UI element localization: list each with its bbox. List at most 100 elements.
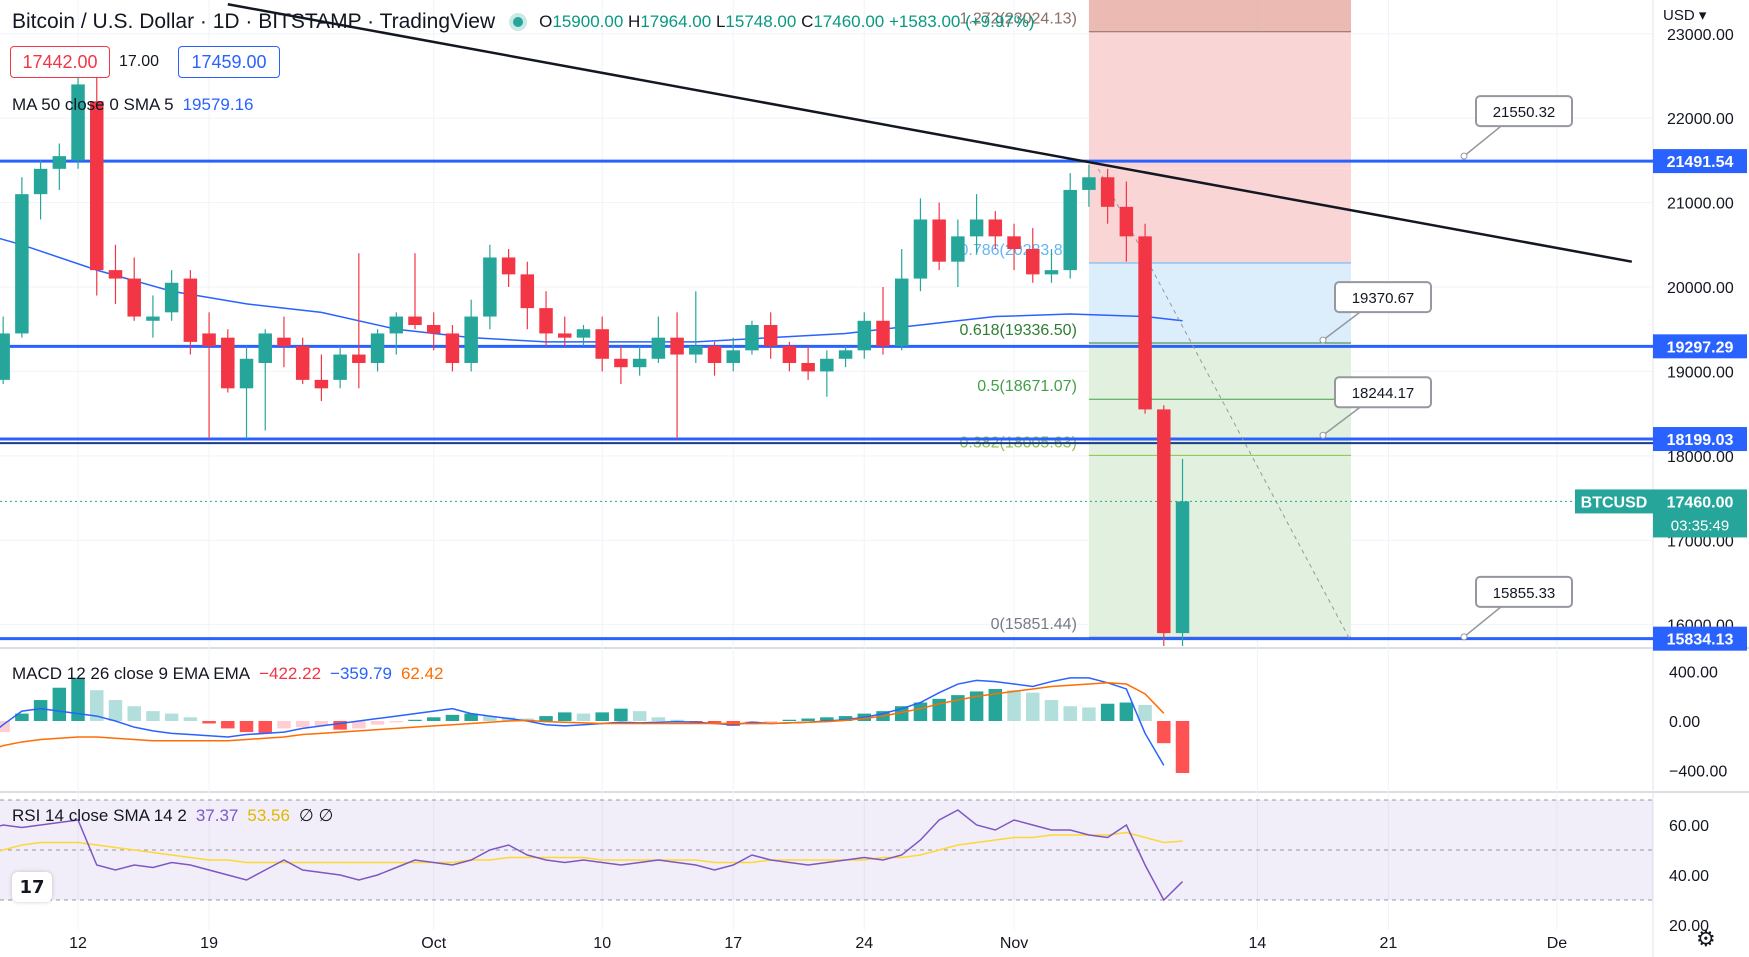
candle-body <box>426 325 441 334</box>
macd-legend-label: MACD 12 26 close 9 EMA EMA <box>12 664 251 683</box>
macd-legend[interactable]: MACD 12 26 close 9 EMA EMA −422.22 −359.79… <box>12 664 453 684</box>
candle-body <box>314 379 329 389</box>
candle-body <box>221 337 235 389</box>
candle-body <box>558 333 572 338</box>
macd-histogram-bar <box>539 716 553 721</box>
candle-body <box>614 358 628 368</box>
candle <box>146 295 160 338</box>
price-tick-label: 23000.00 <box>1667 27 1734 44</box>
candle <box>127 257 141 321</box>
time-tick-label: 17 <box>724 935 742 952</box>
macd-histogram-bar <box>202 721 216 724</box>
low-label: L <box>715 12 726 31</box>
fib-level-label: 0.5(18671.07) <box>977 378 1077 395</box>
candle <box>1157 405 1171 646</box>
tradingview-logo-icon[interactable]: 𝟭𝟳 <box>12 872 52 902</box>
candle <box>370 329 385 372</box>
open-value: 15900.00 <box>552 12 624 31</box>
candle-body <box>501 257 516 275</box>
candle-body <box>277 337 291 347</box>
macd-histogram-bar <box>221 721 235 729</box>
settings-gear-icon[interactable]: ⚙ <box>1696 926 1716 951</box>
time-tick-label: Nov <box>1000 935 1028 952</box>
currency-button[interactable]: USD ▾ <box>1663 7 1707 24</box>
price-tick-label: 18000.00 <box>1667 449 1734 466</box>
macd-histogram-bar <box>333 721 347 730</box>
candle <box>820 350 834 397</box>
macd-hist-value: −422.22 <box>259 664 322 683</box>
candle <box>258 329 272 431</box>
macd-histogram-bar <box>969 691 984 721</box>
candle <box>969 194 984 254</box>
candle <box>951 219 965 288</box>
fib-level-label: 0.786(20283.89) <box>959 242 1076 259</box>
countdown-label: 03:35:49 <box>1671 517 1729 534</box>
price-callout: 18244.17 <box>1319 376 1432 439</box>
candle-body <box>763 325 778 347</box>
ma-legend[interactable]: MA 50 close 0 SMA 5 19579.16 <box>12 95 263 115</box>
macd-line <box>0 677 1165 766</box>
candle-body <box>876 320 890 347</box>
level-price-label: 21491.54 <box>1667 154 1734 171</box>
candle <box>801 346 815 380</box>
current-price-label: 17460.00 <box>1667 494 1734 511</box>
rsi-tick-label: 40.00 <box>1669 868 1709 885</box>
callout-box <box>1475 95 1573 128</box>
candle-body <box>52 156 67 169</box>
candle-body <box>258 333 272 363</box>
candle-body <box>651 337 666 359</box>
candle <box>913 198 928 292</box>
symbol-title[interactable]: Bitcoin / U.S. Dollar · 1D · BITSTAMP · … <box>12 10 496 33</box>
sell-button[interactable]: 17442.00 <box>10 46 110 78</box>
target-zone <box>1088 343 1351 639</box>
callout-pointer <box>1463 125 1502 157</box>
candle <box>857 312 872 359</box>
macd-histogram-bar <box>71 677 85 721</box>
candle <box>483 244 497 330</box>
candle <box>445 325 460 372</box>
candle-body <box>539 308 553 334</box>
market-open-icon <box>513 17 524 27</box>
candle-body <box>670 337 684 355</box>
macd-tick-label: −400.00 <box>1669 763 1727 780</box>
candle-body <box>464 316 478 363</box>
candle <box>1138 223 1152 414</box>
candle <box>164 270 179 321</box>
candle-body <box>15 194 29 334</box>
candle <box>988 211 1003 250</box>
candle-body <box>352 354 366 363</box>
level-price-label: 15834.13 <box>1667 632 1734 649</box>
candle <box>689 291 703 363</box>
candle-body <box>1044 270 1059 275</box>
macd-histogram-bar <box>632 711 647 721</box>
macd-histogram-bar <box>483 716 497 721</box>
candle-body <box>632 358 647 368</box>
candle-body <box>483 257 497 317</box>
candle <box>183 270 198 355</box>
callout-pointer <box>1463 606 1502 638</box>
level-price-badge <box>1653 149 1747 174</box>
price-callout: 15855.33 <box>1460 575 1573 641</box>
symbol-badge <box>1575 489 1653 514</box>
candle <box>726 337 740 372</box>
callout-dot <box>1460 152 1468 160</box>
candle <box>1082 164 1096 207</box>
callout-box <box>1334 281 1432 314</box>
macd-value: −359.79 <box>330 664 392 683</box>
candle-body <box>782 346 797 363</box>
candle <box>314 354 329 401</box>
ma-legend-value: 19579.16 <box>182 95 254 114</box>
macd-histogram-bar <box>277 721 291 729</box>
rsi-legend[interactable]: RSI 14 close SMA 14 2 37.37 53.56 ∅ ∅ <box>12 806 342 826</box>
stop-zone-top <box>1088 0 1351 32</box>
time-tick-label: 21 <box>1380 935 1398 952</box>
candle <box>745 320 759 355</box>
candle-body <box>969 219 984 237</box>
buy-button[interactable]: 17459.00 <box>178 46 280 78</box>
macd-histogram-bar <box>558 712 572 721</box>
candle <box>1044 249 1059 283</box>
time-tick-label: De <box>1547 935 1568 952</box>
price-tick-label: 19000.00 <box>1667 364 1734 381</box>
candle <box>1100 168 1115 224</box>
